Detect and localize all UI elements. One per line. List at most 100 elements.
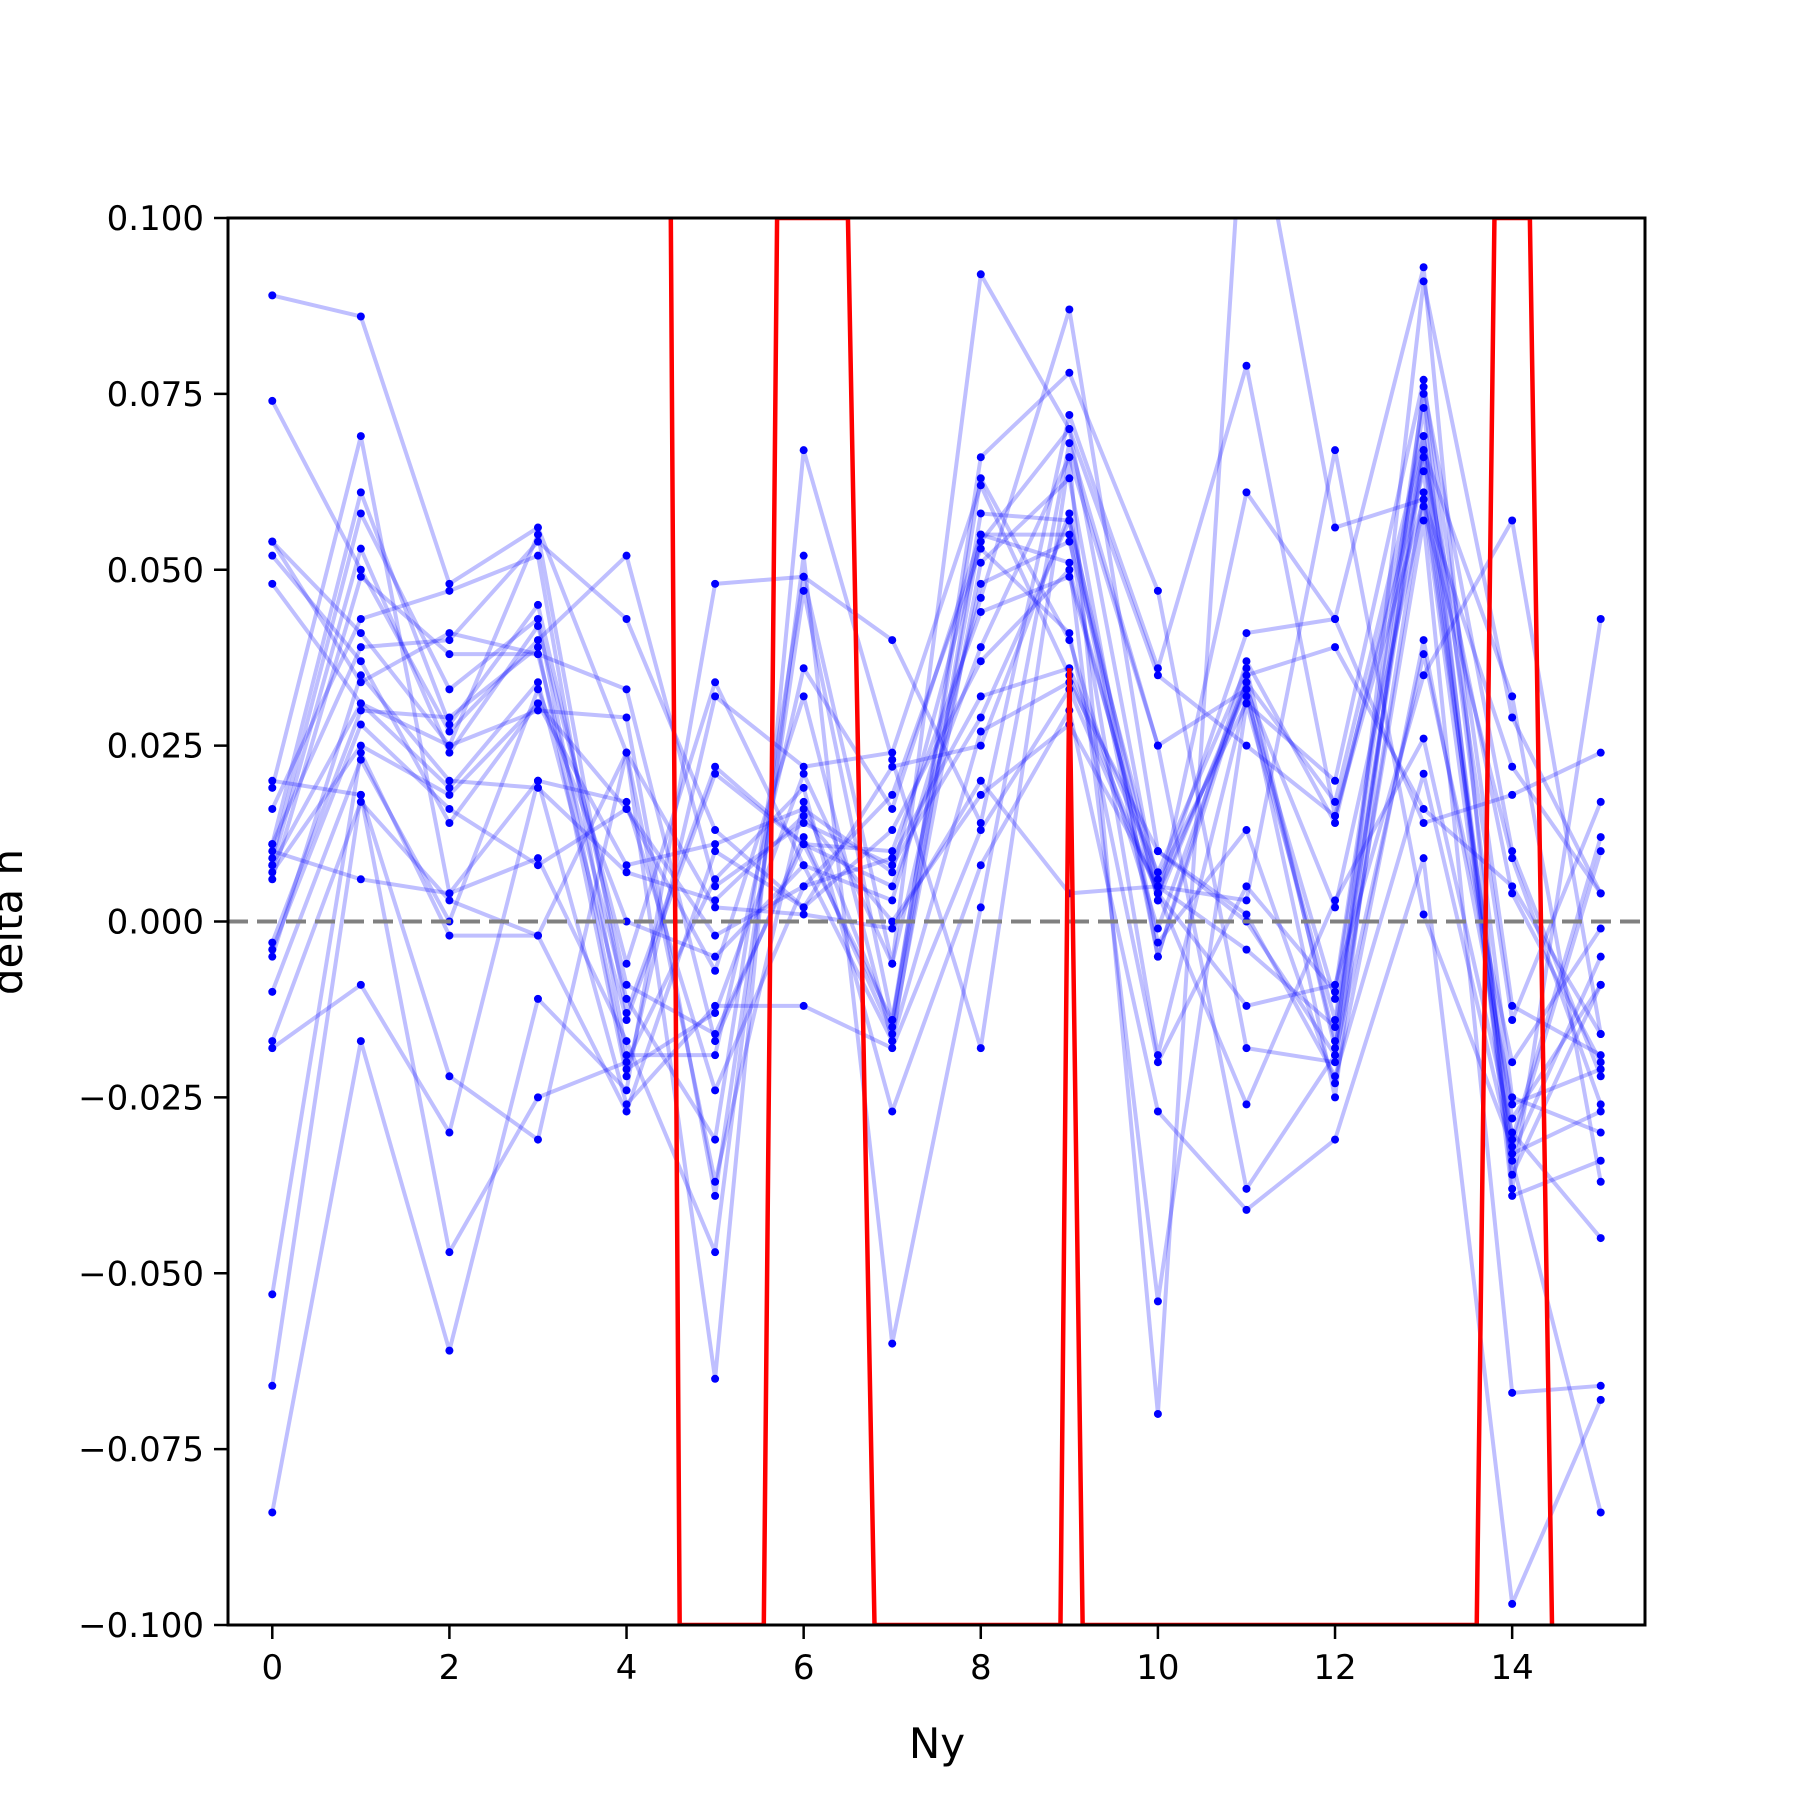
series-7-point-4 — [622, 980, 631, 989]
series-18-point-12 — [1331, 1079, 1340, 1088]
series-line-16 — [270, 455, 1603, 1064]
series-19-point-8 — [976, 826, 985, 835]
series-19-point-5 — [711, 1001, 720, 1010]
series-1-point-0 — [268, 396, 277, 405]
series-5-point-8 — [976, 509, 985, 518]
series-12-point-3 — [533, 537, 542, 546]
series-16-point-4 — [622, 868, 631, 877]
series-17-point-1 — [356, 755, 365, 764]
series-3-point-9 — [1065, 636, 1074, 645]
series-22-point-8 — [976, 819, 985, 828]
series-22-point-4 — [622, 1086, 631, 1095]
series-17-point-10 — [1153, 847, 1162, 856]
y-tick-label-7: 0.075 — [107, 375, 204, 415]
series-18-point-15 — [1596, 1065, 1605, 1074]
series-1-point-11 — [1242, 488, 1251, 497]
series-8-point-6 — [799, 769, 808, 778]
series-15-point-13 — [1419, 516, 1428, 525]
series-21-point-0 — [268, 1381, 277, 1390]
series-line-3 — [270, 434, 1603, 1198]
series-3-point-4 — [622, 713, 631, 722]
series-0-point-6 — [799, 797, 808, 806]
x-tick-label-2: 4 — [616, 1648, 638, 1688]
series-3-point-5 — [711, 1191, 720, 1200]
series-1-point-2 — [445, 727, 454, 736]
series-0-point-2 — [445, 579, 454, 588]
series-0-point-13 — [1419, 488, 1428, 497]
series-20-point-14 — [1508, 1142, 1517, 1151]
series-1-point-8 — [976, 713, 985, 722]
series-6-point-14 — [1508, 1093, 1517, 1102]
series-24-point-2 — [445, 889, 454, 898]
series-6-point-13 — [1419, 389, 1428, 398]
series-16-point-13 — [1419, 453, 1428, 462]
series-23-point-8 — [976, 1044, 985, 1053]
series-17-point-6 — [799, 861, 808, 870]
series-13-point-11 — [1242, 692, 1251, 701]
series-17-point-7 — [888, 1037, 897, 1046]
series-4-point-12 — [1331, 614, 1340, 623]
series-10-point-11 — [1242, 657, 1251, 666]
series-12-point-15 — [1596, 1107, 1605, 1116]
series-9-point-14 — [1508, 1058, 1517, 1067]
series-14-point-11 — [1242, 685, 1251, 694]
series-15-point-7 — [888, 854, 897, 863]
series-16-point-11 — [1242, 945, 1251, 954]
series-4-point-15 — [1596, 748, 1605, 757]
series-16-point-0 — [268, 952, 277, 961]
y-tick-label-2: −0.050 — [78, 1254, 204, 1294]
series-line-0 — [271, 293, 1603, 1184]
series-4-point-7 — [888, 847, 897, 856]
series-4-point-5 — [711, 769, 720, 778]
series-19-point-2 — [445, 1128, 454, 1137]
series-15-point-10 — [1153, 868, 1162, 877]
series-19-point-1 — [356, 980, 365, 989]
series-17-point-12 — [1331, 1072, 1340, 1081]
series-22-point-0 — [268, 1508, 277, 1517]
series-10-point-2 — [445, 650, 454, 659]
series-21-point-2 — [445, 1248, 454, 1257]
series-4-point-4 — [622, 1015, 631, 1024]
y-tick-label-5: 0.025 — [107, 727, 204, 767]
series-12-point-11 — [1242, 678, 1251, 687]
series-16-point-8 — [976, 790, 985, 799]
plot-area — [228, 218, 1645, 1625]
y-axis-title: delta n — [0, 849, 32, 995]
series-6-point-12 — [1331, 987, 1340, 996]
series-11-point-0 — [268, 804, 277, 813]
series-16-point-12 — [1331, 1023, 1340, 1032]
series-line-1 — [270, 265, 1603, 1191]
series-18-point-8 — [976, 741, 985, 750]
series-2-point-4 — [622, 994, 631, 1003]
series-22-point-12 — [1331, 811, 1340, 820]
series-11-point-13 — [1419, 446, 1428, 455]
series-22-point-7 — [888, 636, 897, 645]
series-11-point-15 — [1596, 1177, 1605, 1186]
series-13-point-10 — [1153, 1051, 1162, 1060]
series-0-point-14 — [1508, 1114, 1517, 1123]
series-line-14 — [270, 483, 1603, 1106]
series-4-point-0 — [268, 579, 277, 588]
series-24-point-7 — [888, 1339, 897, 1348]
series-16-point-2 — [445, 776, 454, 785]
series-21-point-11 — [1242, 1205, 1251, 1214]
series-24-point-6 — [799, 551, 808, 560]
series-6-point-0 — [268, 783, 277, 792]
series-14-point-7 — [888, 748, 897, 757]
y-tick-label-1: −0.075 — [78, 1430, 204, 1470]
series-9-point-2 — [445, 748, 454, 757]
series-15-point-3 — [533, 861, 542, 870]
series-9-point-1 — [356, 544, 365, 553]
series-0-point-5 — [711, 1177, 720, 1186]
series-12-point-7 — [888, 826, 897, 835]
series-16-point-1 — [356, 671, 365, 680]
series-line-10 — [270, 448, 1603, 1177]
series-10-point-6 — [799, 833, 808, 842]
series-0-point-8 — [976, 453, 985, 462]
series-23-point-3 — [533, 1135, 542, 1144]
series-22-point-1 — [356, 1037, 365, 1046]
series-13-point-13 — [1419, 403, 1428, 412]
series-11-point-1 — [356, 614, 365, 623]
series-25-point-10 — [1153, 889, 1162, 898]
